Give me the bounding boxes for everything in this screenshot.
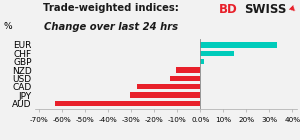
Bar [170,76,200,81]
Text: %: % [3,22,12,31]
Text: ▶: ▶ [287,4,298,14]
Text: SWISS: SWISS [244,3,287,16]
Bar [55,101,200,106]
Bar [137,84,200,89]
Bar [200,59,204,64]
Text: Trade-weighted indices:: Trade-weighted indices: [43,3,179,13]
Text: BD: BD [219,3,238,16]
Bar [200,51,234,56]
Bar [200,42,278,48]
Text: Change over last 24 hrs: Change over last 24 hrs [44,22,178,32]
Bar [176,67,200,73]
Bar [130,93,200,98]
